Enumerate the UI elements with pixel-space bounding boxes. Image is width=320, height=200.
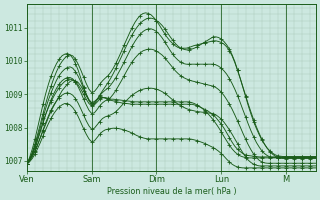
X-axis label: Pression niveau de la mer( hPa ): Pression niveau de la mer( hPa ) — [107, 187, 236, 196]
